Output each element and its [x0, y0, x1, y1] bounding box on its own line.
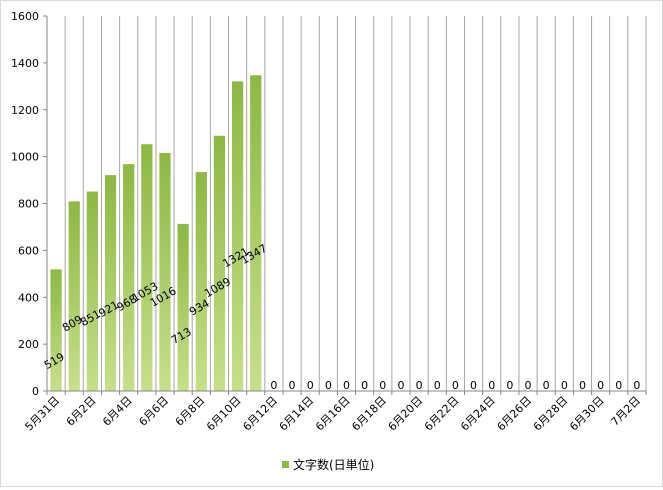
data-label: 0 [434, 379, 441, 392]
y-tick-label: 1000 [11, 151, 39, 164]
x-tick-label: 6月14日 [277, 394, 317, 434]
x-tick-label: 6月18日 [349, 394, 389, 434]
data-label: 0 [325, 379, 332, 392]
bar [50, 269, 62, 391]
data-label: 0 [561, 379, 568, 392]
x-tick-label: 6月26日 [495, 394, 535, 434]
data-label: 0 [506, 379, 513, 392]
data-label: 0 [397, 379, 404, 392]
x-tick-label: 6月2日 [64, 394, 99, 429]
grid-lines [64, 16, 647, 391]
data-label: 0 [416, 379, 423, 392]
data-label: 0 [633, 379, 640, 392]
data-label: 0 [597, 379, 604, 392]
bar [195, 172, 207, 391]
x-tick-label: 6月16日 [313, 394, 353, 434]
data-label: 0 [525, 379, 532, 392]
data-label: 0 [543, 379, 550, 392]
data-label: 0 [470, 379, 477, 392]
x-tick-label: 6月8日 [173, 394, 208, 429]
legend: 文字数(日単位) [282, 457, 374, 472]
data-label: 0 [270, 379, 277, 392]
y-tick-label: 0 [32, 385, 39, 398]
y-tick-label: 1400 [11, 57, 39, 70]
bar [231, 81, 244, 391]
x-tick-label: 6月20日 [386, 394, 426, 434]
y-tick-label: 1200 [11, 104, 39, 117]
y-tick-label: 1600 [11, 10, 39, 23]
bar [250, 75, 262, 391]
bar [68, 201, 80, 391]
data-label: 0 [307, 379, 314, 392]
data-label: 0 [579, 379, 586, 392]
bar [104, 175, 117, 391]
bar [177, 223, 189, 391]
bar [213, 135, 226, 391]
x-tick-label: 6月28日 [531, 394, 571, 434]
y-tick-label: 600 [18, 244, 39, 257]
x-tick-label: 6月4日 [100, 394, 135, 429]
bar [141, 144, 153, 391]
y-tick-label: 800 [18, 198, 39, 211]
data-label: 0 [343, 379, 350, 392]
data-label: 0 [615, 379, 622, 392]
x-tick-label: 6月10日 [204, 394, 244, 434]
data-label: 0 [452, 379, 459, 392]
y-tick-label: 200 [18, 338, 39, 351]
bars [50, 75, 262, 391]
data-label: 0 [361, 379, 368, 392]
legend-label: 文字数(日単位) [293, 457, 374, 472]
data-label: 0 [379, 379, 386, 392]
y-tick-label: 400 [18, 291, 39, 304]
x-tick-label: 5月31日 [23, 394, 63, 434]
data-label: 0 [289, 379, 296, 392]
x-tick-label: 6月24日 [458, 394, 498, 434]
x-tick-label: 6月22日 [422, 394, 462, 434]
bar [159, 152, 171, 391]
bar [86, 191, 99, 391]
legend-swatch [282, 461, 289, 468]
data-label: 0 [488, 379, 495, 392]
x-tick-label: 6月30日 [567, 394, 607, 434]
bar [123, 164, 135, 391]
x-tick-label: 6月6日 [136, 394, 171, 429]
x-tick-label: 6月12日 [240, 394, 280, 434]
x-tick-label: 7月2日 [608, 394, 643, 429]
